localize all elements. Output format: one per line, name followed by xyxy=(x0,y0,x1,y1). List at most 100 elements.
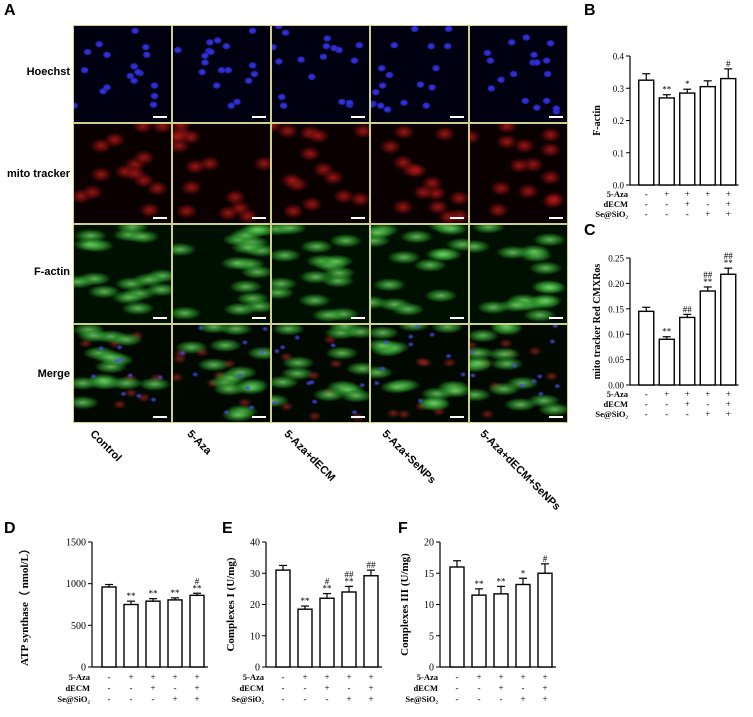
factin-image-5-aza-decm xyxy=(271,224,370,324)
significance-marker: ** xyxy=(149,589,159,599)
scale-bar xyxy=(351,217,365,219)
condition-sign: - xyxy=(108,683,111,693)
scale-bar xyxy=(153,416,167,418)
scale-bar xyxy=(153,116,167,118)
condition-row-label: 5-Aza xyxy=(243,672,265,682)
condition-sign: - xyxy=(456,672,459,682)
column-label-5-aza-decm: 5-Aza+dECM xyxy=(281,428,338,484)
scale-bar xyxy=(549,116,563,118)
condition-sign: + xyxy=(172,694,177,704)
atp-synthase-bar-chart: 0 500 1000 1500 ATP synthase（ nmol/L） ** ** ** *… xyxy=(18,538,208,704)
condition-sign: - xyxy=(686,209,689,219)
significance-marker: ** xyxy=(193,583,203,593)
condition-sign: + xyxy=(324,672,329,682)
condition-sign: + xyxy=(520,672,525,682)
y-tick-label: 500 xyxy=(71,621,86,632)
condition-sign: + xyxy=(542,694,547,704)
y-tick-label: 0.2 xyxy=(613,116,624,126)
bar xyxy=(123,603,139,668)
bar xyxy=(449,566,465,668)
condition-sign: + xyxy=(194,672,199,682)
y-tick-label: 15 xyxy=(424,569,434,580)
condition-row-label: Se@SiO₂ xyxy=(57,694,90,704)
condition-sign: + xyxy=(302,672,307,682)
condition-sign: - xyxy=(665,199,668,209)
scale-bar xyxy=(549,416,563,418)
y-tick-label: 10 xyxy=(250,631,260,642)
mito-image-5-aza xyxy=(172,123,271,224)
bar xyxy=(189,594,205,668)
y-tick-label: 30 xyxy=(250,569,260,580)
condition-sign: + xyxy=(726,399,731,409)
condition-row-label: dECM xyxy=(413,683,438,693)
condition-sign: + xyxy=(726,389,731,399)
bar xyxy=(679,316,696,386)
scale-bar xyxy=(450,116,464,118)
significance-marker: # xyxy=(325,577,330,587)
condition-sign: - xyxy=(174,683,177,693)
significance-marker: ** xyxy=(497,576,507,586)
column-label-5-aza-decm-senps: 5-Aza+dECM+SeNPs xyxy=(477,428,563,514)
panel-letter-c: C xyxy=(584,222,596,239)
hoechst-image-5-aza-decm xyxy=(271,25,370,123)
merge-image-5-aza-decm-senps xyxy=(469,324,568,423)
condition-sign: - xyxy=(706,399,709,409)
row-label-merge: Merge xyxy=(37,368,70,380)
scale-bar xyxy=(351,116,365,118)
condition-sign: - xyxy=(304,683,307,693)
condition-sign: - xyxy=(500,694,503,704)
y-tick-label: 0.20 xyxy=(608,279,624,289)
condition-sign: - xyxy=(645,199,648,209)
panel-letter-e: E xyxy=(222,520,233,537)
scale-bar xyxy=(252,317,266,319)
condition-row-label: Se@SiO₂ xyxy=(595,209,628,219)
y-tick-label: 20 xyxy=(424,538,434,549)
microscopy-grid xyxy=(73,25,568,423)
hoechst-image-5-aza-decm-senps xyxy=(469,25,568,123)
condition-sign: - xyxy=(152,694,155,704)
condition-sign: + xyxy=(520,694,525,704)
condition-sign: + xyxy=(194,683,199,693)
condition-sign: - xyxy=(522,683,525,693)
y-axis-label: ATP synthase（ nmol/L） xyxy=(18,543,31,666)
condition-sign: + xyxy=(685,199,690,209)
condition-row-label: dECM xyxy=(65,683,90,693)
condition-sign: + xyxy=(542,672,547,682)
condition-sign: + xyxy=(194,694,199,704)
condition-row-label: 5-Aza xyxy=(69,672,91,682)
bar xyxy=(638,79,655,186)
bar xyxy=(145,600,161,668)
y-tick-label: 0 xyxy=(255,663,260,674)
y-tick-label: 0.0 xyxy=(613,181,625,191)
significance-marker: ** xyxy=(171,588,181,598)
y-tick-label: 20 xyxy=(250,600,260,611)
scale-bar xyxy=(153,217,167,219)
y-axis-label: mito tracker Red CMXRos xyxy=(592,264,603,380)
condition-sign: - xyxy=(108,672,111,682)
significance-marker: ** xyxy=(475,579,485,589)
condition-sign: + xyxy=(685,389,690,399)
bar xyxy=(101,586,117,668)
factin-image-5-aza-senps xyxy=(370,224,469,324)
condition-sign: + xyxy=(128,672,133,682)
condition-sign: + xyxy=(150,672,155,682)
condition-sign: + xyxy=(498,672,503,682)
condition-sign: - xyxy=(706,199,709,209)
bar xyxy=(363,575,379,668)
hoechst-image-5-aza xyxy=(172,25,271,123)
condition-sign: + xyxy=(542,683,547,693)
bar xyxy=(720,77,737,186)
significance-marker: ## xyxy=(345,569,355,579)
scale-bar xyxy=(450,317,464,319)
bar xyxy=(341,591,357,668)
condition-row-label: Se@SiO₂ xyxy=(405,694,438,704)
condition-sign: + xyxy=(685,399,690,409)
significance-marker: * xyxy=(685,79,690,89)
condition-sign: - xyxy=(478,683,481,693)
merge-image-5-aza-senps xyxy=(370,324,469,423)
y-axis-label: Complexes III (U/mg) xyxy=(399,553,411,656)
y-tick-label: 0.4 xyxy=(613,52,625,62)
bar xyxy=(515,583,531,668)
condition-row-label: Se@SiO₂ xyxy=(231,694,264,704)
